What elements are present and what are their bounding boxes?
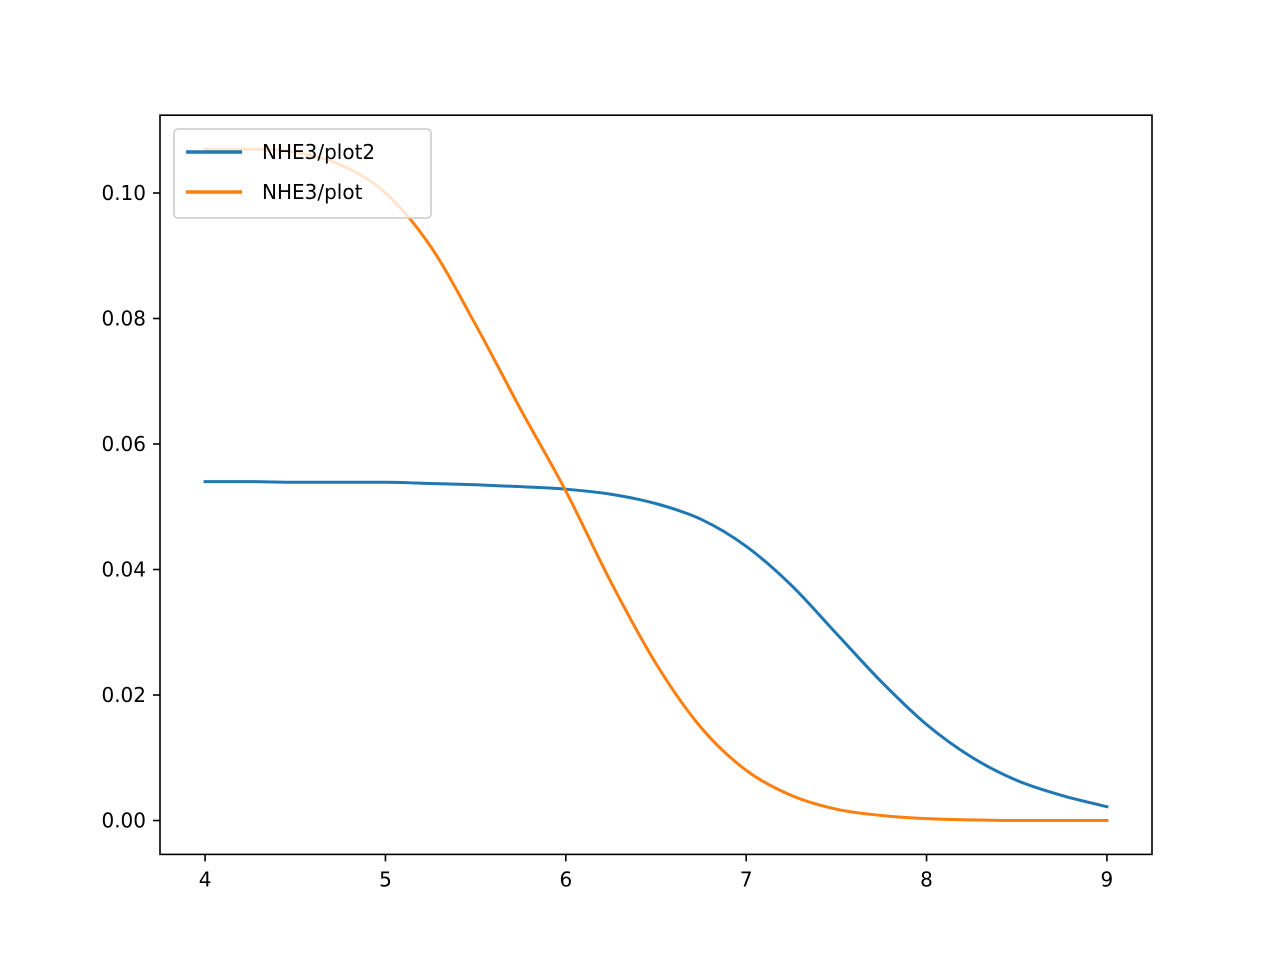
y-tick-label: 0.00 (101, 809, 146, 833)
legend-label-series-2: NHE3/plot (262, 180, 363, 204)
series-line-1 (203, 480, 1109, 809)
legend: NHE3/plot2 NHE3/plot (173, 128, 432, 219)
x-tick-label: 4 (199, 867, 212, 891)
x-tick-label: 7 (740, 867, 753, 891)
y-tick-label: 0.06 (101, 432, 146, 456)
y-tick-label: 0.10 (101, 181, 146, 205)
plot-frame (159, 114, 1153, 856)
x-tick-label: 9 (1101, 867, 1114, 891)
y-tick-label: 0.02 (101, 683, 146, 707)
legend-label-series-1: NHE3/plot2 (262, 140, 375, 164)
y-tick-label: 0.04 (101, 558, 146, 582)
y-axis: 0.00 0.02 0.04 0.06 0.08 0.10 (101, 181, 160, 833)
x-tick-label: 5 (379, 867, 392, 891)
x-tick-label: 6 (559, 867, 572, 891)
x-tick-label: 8 (920, 867, 933, 891)
x-axis: 4 5 6 7 8 9 (199, 854, 1114, 891)
y-tick-label: 0.08 (101, 307, 146, 331)
